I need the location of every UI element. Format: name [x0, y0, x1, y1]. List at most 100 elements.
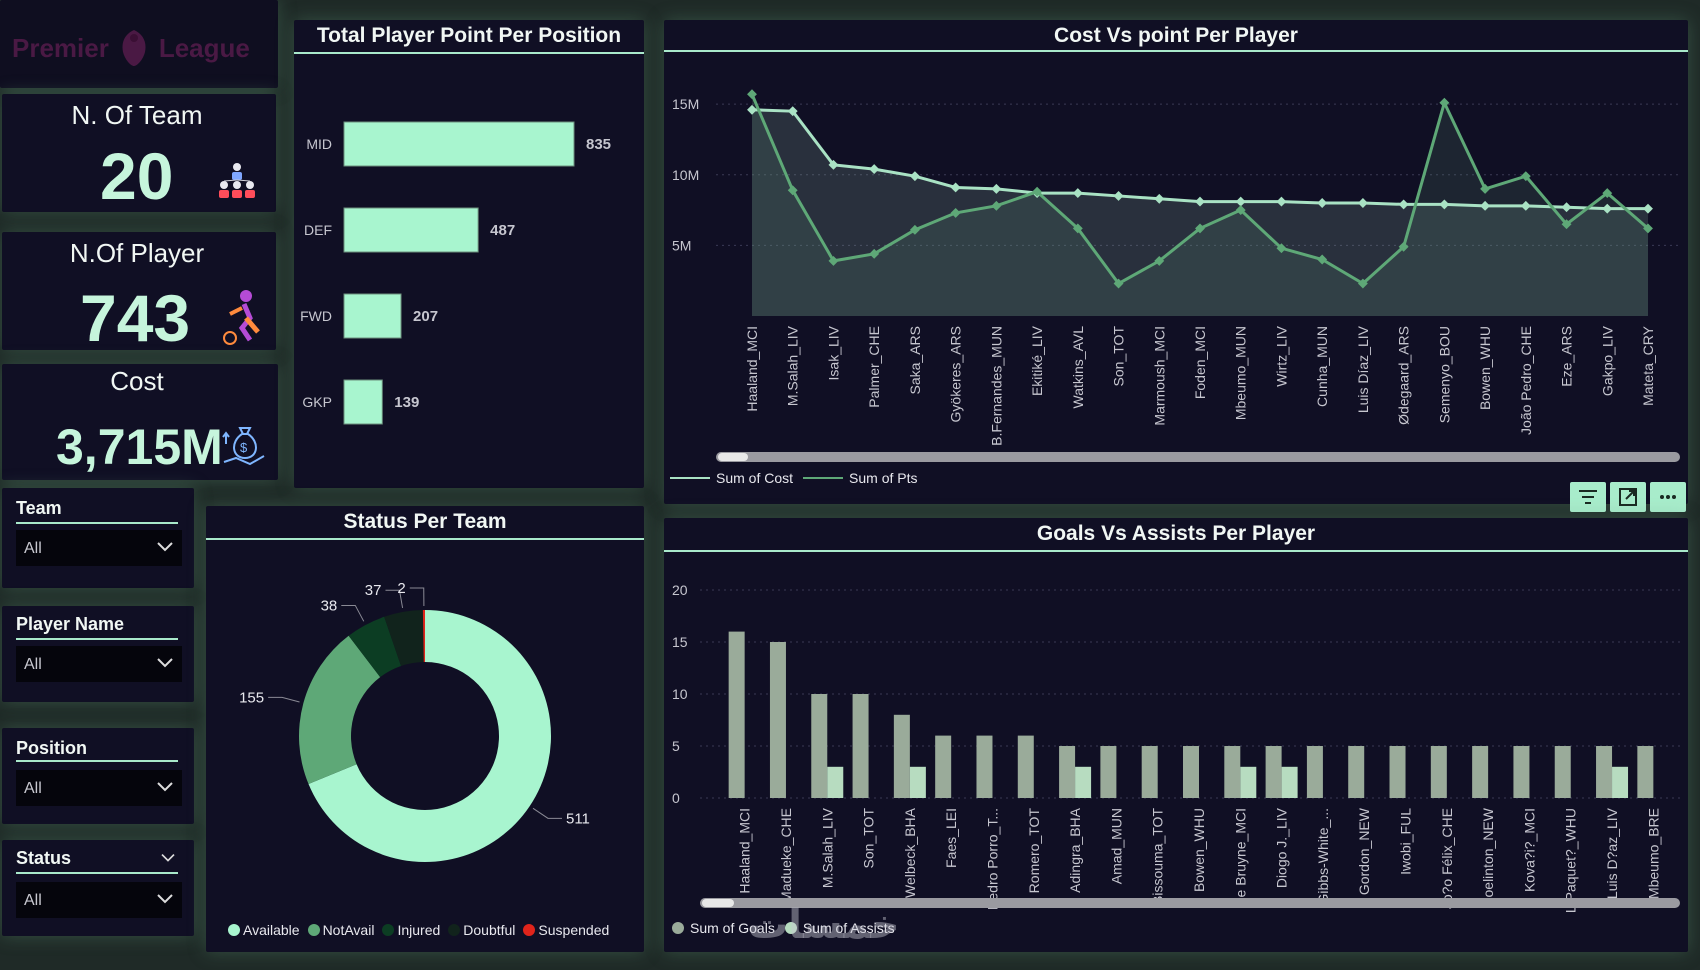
team-slicer[interactable]: Team All: [2, 488, 194, 588]
focus-mode-button[interactable]: [1610, 482, 1646, 512]
goals-bar[interactable]: [1306, 746, 1323, 798]
goals-bar[interactable]: [769, 642, 786, 798]
horizontal-scrollbar[interactable]: [700, 898, 1680, 908]
status-slice[interactable]: [384, 610, 424, 666]
goals-bar[interactable]: [1596, 746, 1613, 798]
status-slice[interactable]: [308, 610, 551, 862]
series-point[interactable]: [869, 248, 880, 259]
assists-bar[interactable]: [1075, 766, 1092, 798]
legend-item[interactable]: Available: [228, 922, 300, 938]
chevron-down-icon: [157, 894, 173, 904]
status-slice[interactable]: [299, 635, 381, 785]
assists-bar[interactable]: [827, 766, 844, 798]
series-area: [752, 109, 1648, 317]
series-point[interactable]: [1439, 97, 1450, 108]
status-slice[interactable]: [348, 616, 402, 678]
chevron-down-icon[interactable]: [160, 852, 176, 864]
scrollbar-thumb[interactable]: [718, 453, 748, 461]
series-point[interactable]: [991, 200, 1002, 211]
series-point[interactable]: [1195, 223, 1205, 234]
player-name-slicer[interactable]: Player Name All: [2, 606, 194, 702]
filter-button[interactable]: [1570, 482, 1606, 512]
series-point[interactable]: [950, 182, 961, 193]
series-point[interactable]: [1643, 223, 1653, 234]
premier-league-logo: Premier League: [12, 28, 250, 68]
series-point[interactable]: [1398, 199, 1409, 210]
player-name-dropdown[interactable]: All: [16, 646, 182, 682]
assists-bar[interactable]: [909, 766, 926, 798]
assists-bar[interactable]: [1240, 766, 1257, 798]
series-point[interactable]: [869, 164, 880, 175]
legend-label: Injured: [397, 922, 441, 938]
goals-bar[interactable]: [852, 694, 869, 798]
goals-bar[interactable]: [811, 694, 828, 798]
y-tick-label: 5M: [672, 237, 691, 253]
goals-bar[interactable]: [1183, 746, 1199, 798]
assists-bar[interactable]: [1612, 766, 1629, 798]
dropdown-value: All: [24, 540, 42, 557]
goals-bar[interactable]: [976, 735, 993, 798]
position-bar[interactable]: [343, 207, 479, 253]
watermark: خمسات: [748, 903, 900, 947]
slicer-underline: [16, 760, 178, 762]
series-point[interactable]: [1439, 199, 1450, 210]
series-point[interactable]: [1602, 188, 1613, 199]
horizontal-scrollbar[interactable]: [716, 452, 1680, 462]
kpi-value: 3,715M: [56, 419, 223, 475]
goals-bar[interactable]: [1430, 746, 1447, 798]
goals-bar[interactable]: [1265, 746, 1282, 798]
legend-item[interactable]: Doubtful: [448, 922, 515, 938]
goals-bar[interactable]: [935, 735, 952, 798]
cost-line-svg: 5M 10M 15M Haaland_MCI M.Salah_LIV Isak_LIV Pa…: [672, 89, 1680, 446]
goals-bar[interactable]: [728, 631, 745, 798]
position-slicer[interactable]: Position All: [2, 728, 194, 824]
series-point[interactable]: [909, 224, 920, 235]
kpi-value: 743: [80, 281, 191, 355]
slicer-underline: [16, 638, 178, 640]
goals-bar[interactable]: [1141, 746, 1158, 798]
series-point[interactable]: [1113, 278, 1124, 289]
x-tick-label: Haaland_MCI: [744, 326, 760, 412]
status-dropdown[interactable]: All: [16, 882, 182, 918]
series-point[interactable]: [1398, 241, 1409, 252]
goals-bar[interactable]: [1389, 746, 1406, 798]
more-options-button[interactable]: [1650, 482, 1686, 512]
goals-bar[interactable]: [1513, 746, 1530, 798]
goals-bar[interactable]: [1472, 746, 1489, 798]
series-point[interactable]: [1235, 196, 1246, 207]
goals-bar[interactable]: [1554, 746, 1571, 798]
scrollbar-thumb[interactable]: [702, 899, 734, 907]
position-bar[interactable]: [343, 121, 575, 167]
series-point[interactable]: [1032, 186, 1043, 197]
goals-bar[interactable]: [1348, 746, 1365, 798]
x-tick-label: B.Fernandes_MUN: [988, 326, 1004, 446]
goals-bar[interactable]: [1224, 746, 1241, 798]
title-underline: [206, 538, 644, 540]
series-point[interactable]: [1113, 190, 1124, 201]
series-point[interactable]: [1195, 196, 1205, 207]
x-tick-label: Isak_LIV: [825, 325, 841, 380]
series-point[interactable]: [1235, 205, 1246, 216]
series-point[interactable]: [1643, 203, 1653, 214]
series-point[interactable]: [747, 89, 757, 100]
series-point[interactable]: [991, 183, 1002, 194]
goals-bar[interactable]: [1100, 746, 1117, 798]
legend-item[interactable]: NotAvail: [307, 922, 374, 938]
series-point[interactable]: [1154, 193, 1165, 204]
position-bar[interactable]: [343, 293, 402, 339]
team-dropdown[interactable]: All: [16, 530, 182, 566]
position-dropdown[interactable]: All: [16, 770, 182, 806]
series-point[interactable]: [747, 104, 757, 115]
goals-bar[interactable]: [893, 714, 910, 798]
series-point[interactable]: [1602, 203, 1613, 214]
legend-item[interactable]: Injured: [382, 922, 440, 938]
status-slice[interactable]: [422, 610, 425, 663]
position-bar[interactable]: [343, 379, 383, 425]
goals-bar[interactable]: [1059, 746, 1076, 798]
goals-bar[interactable]: [1637, 746, 1654, 798]
goals-bar[interactable]: [1017, 735, 1034, 798]
assists-bar[interactable]: [1281, 766, 1298, 798]
legend-item[interactable]: Suspended: [523, 922, 609, 938]
series-point[interactable]: [950, 207, 961, 218]
status-slicer[interactable]: Status All: [2, 840, 194, 936]
